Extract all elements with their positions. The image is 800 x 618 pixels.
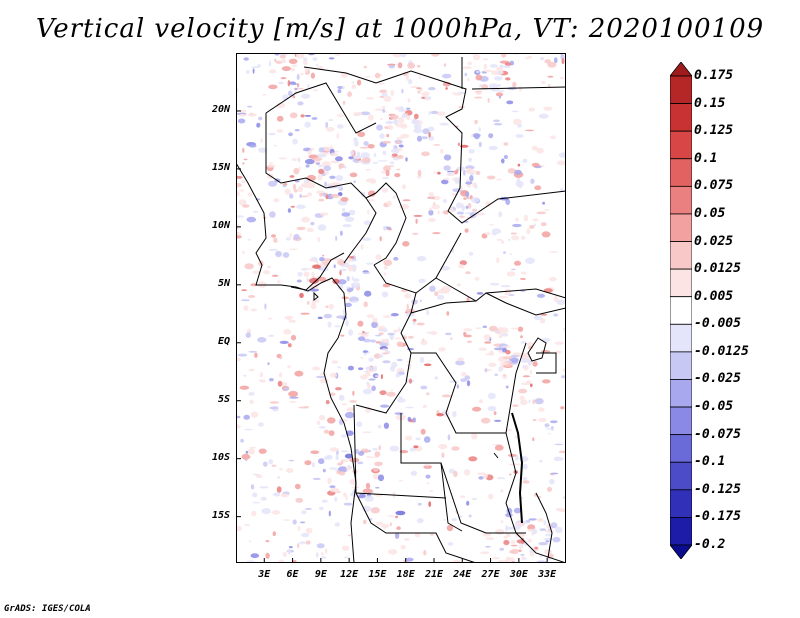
lat-tick-label: EQ: [217, 335, 230, 347]
axis-ticks: [236, 53, 566, 563]
colorbar-label: 0.0125: [694, 261, 741, 277]
colorbar-segment: [670, 517, 692, 546]
lon-tick-label: 9E: [314, 569, 327, 580]
lat-tick-label: 10S: [211, 451, 230, 463]
colorbar-segment: [670, 296, 692, 325]
colorbar-label: 0.175: [694, 68, 734, 83]
colorbar-segment: [670, 434, 692, 463]
colorbar-segment: [670, 323, 692, 353]
lon-tick-label: 33E: [538, 569, 557, 580]
colorbar-label: -0.05: [694, 399, 734, 415]
lat-tick-label: 5S: [217, 393, 230, 405]
colorbar-label: -0.1: [694, 454, 726, 470]
lat-tick-label: 15S: [211, 509, 230, 521]
lat-tick-label: 10N: [211, 219, 230, 231]
colorbar-segment: [670, 103, 692, 132]
lat-tick-label: 5N: [217, 277, 230, 289]
colorbar-segment: [670, 130, 692, 160]
colorbar-segment: [670, 75, 692, 104]
colorbar-label: -0.175: [694, 509, 741, 525]
colorbar-label: 0.15: [694, 95, 726, 111]
map-frame: [236, 53, 566, 563]
colorbar-segment: [670, 241, 692, 270]
colorbar-segment: [670, 544, 692, 559]
colorbar-label: 0.075: [694, 178, 734, 194]
colorbar-label: -0.005: [694, 316, 741, 332]
colorbar-label: -0.125: [694, 481, 741, 497]
colorbar-segment: [670, 62, 692, 77]
colorbar-label: -0.0125: [694, 343, 749, 359]
coastlines-and-borders: [236, 57, 566, 563]
colorbar-label: 0.1: [694, 150, 718, 166]
lon-tick-label: 30E: [509, 569, 528, 580]
lon-tick-label: 24E: [453, 569, 472, 580]
lon-tick-label: 21E: [424, 569, 444, 580]
lat-tick-label: 20N: [211, 103, 230, 115]
colorbar-segment: [670, 379, 692, 408]
lon-tick-label: 27E: [481, 569, 500, 580]
colorbar-segment: [670, 213, 692, 242]
colorbar-segment: [670, 268, 692, 298]
colorbar-segment: [670, 489, 692, 518]
lon-tick-label: 12E: [340, 569, 359, 580]
colorbar-label: -0.075: [694, 426, 741, 442]
lon-tick-label: 6E: [286, 569, 299, 580]
colorbar-segment: [670, 351, 692, 380]
colorbar-segment: [670, 461, 692, 491]
map-title: Vertical velocity [m/s] at 1000hPa, VT: …: [35, 14, 765, 44]
colorbar: [670, 62, 692, 559]
colorbar-segment: [670, 406, 692, 436]
colorbar-label: 0.05: [694, 205, 726, 221]
lon-tick-label: 15E: [368, 569, 387, 580]
colorbar-label: -0.2: [694, 537, 726, 552]
grads-credit: GrADS: IGES/COLA: [4, 604, 91, 614]
map-panel: [236, 53, 566, 563]
colorbar-label: 0.005: [694, 288, 734, 304]
colorbar-label: -0.025: [694, 371, 741, 387]
colorbar-label: 0.025: [694, 233, 734, 249]
colorbar-label: 0.125: [694, 123, 734, 139]
lon-tick-label: 18E: [396, 569, 415, 580]
lon-tick-label: 3E: [258, 569, 271, 580]
colorbar-segment: [670, 185, 692, 215]
colorbar-segment: [670, 158, 692, 187]
lat-tick-label: 15N: [211, 161, 230, 173]
